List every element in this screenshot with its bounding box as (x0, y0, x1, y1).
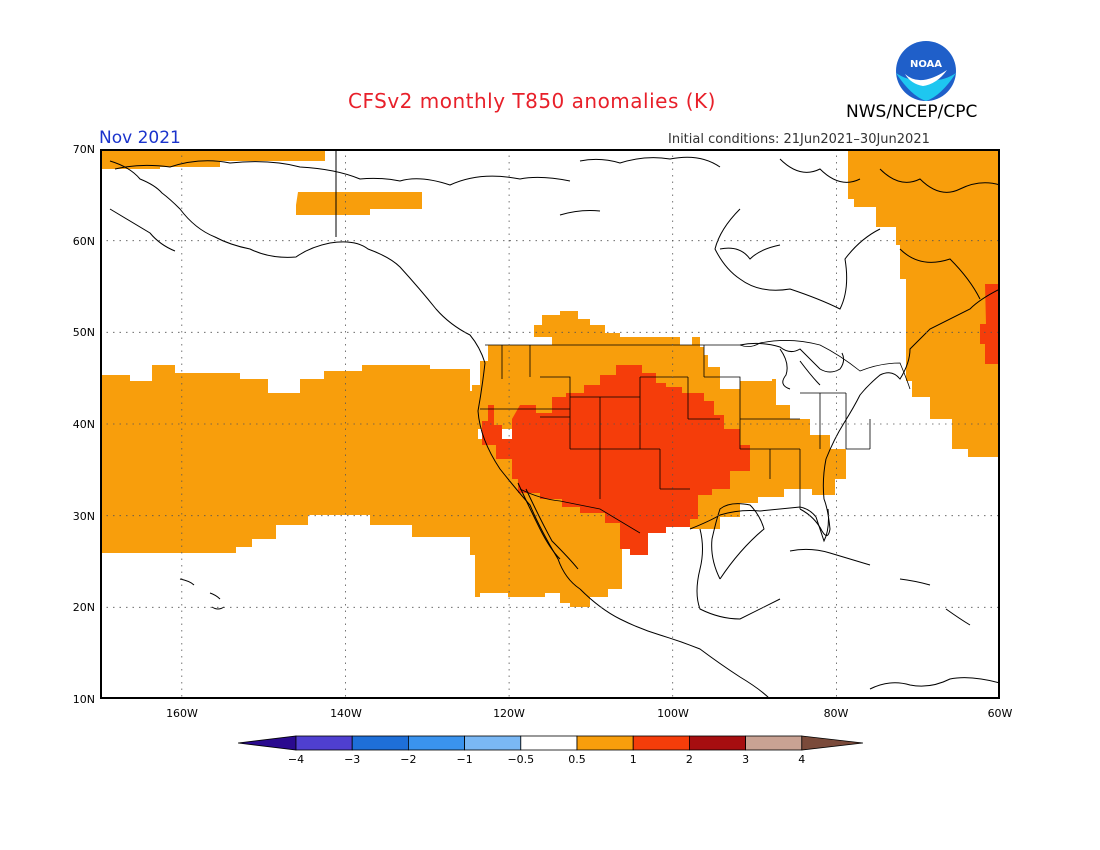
colorbar-segment (407, 735, 465, 751)
lon-label: 160W (166, 707, 198, 720)
colorbar-tick-label: 0.5 (568, 753, 586, 766)
lat-label: 70N (72, 143, 95, 156)
lat-label: 30N (72, 510, 95, 523)
lon-label: 100W (657, 707, 689, 720)
lon-label: 60W (987, 707, 1013, 720)
map-border (100, 149, 1000, 699)
colorbar-tick-label: −3 (344, 753, 361, 766)
coastlines (109, 150, 1000, 699)
lat-label: 40N (72, 418, 95, 431)
lon-label: 120W (493, 707, 525, 720)
colorbar-segment (295, 735, 353, 751)
colorbar-tick-label: 3 (742, 753, 750, 766)
anomaly-map (100, 149, 1000, 699)
graticule (100, 149, 1000, 699)
lon-label: 80W (823, 707, 849, 720)
colorbar-segment (520, 735, 578, 751)
noaa-logo: NOAA (896, 41, 956, 101)
colorbar-segment (464, 735, 522, 751)
agency-label: NWS/NCEP/CPC (846, 102, 978, 122)
colorbar-segment (238, 735, 297, 751)
colorbar-segment (351, 735, 409, 751)
colorbar (238, 735, 863, 751)
colorbar-tick-label: 1 (629, 753, 637, 766)
lat-label: 20N (72, 601, 95, 614)
colorbar-tick-label: −0.5 (507, 753, 535, 766)
colorbar-tick-label: −1 (456, 753, 473, 766)
colorbar-segment (576, 735, 634, 751)
colorbar-segment (745, 735, 803, 751)
colorbar-tick-label: −4 (287, 753, 305, 766)
colorbar-tick-label: −2 (400, 753, 417, 766)
plot-title: CFSv2 monthly T850 anomalies (K) (348, 89, 716, 113)
anomaly-region-1-2 (482, 284, 1000, 555)
lat-label: 60N (72, 235, 95, 248)
lon-label: 140W (330, 707, 362, 720)
lat-label: 50N (72, 326, 95, 339)
colorbar-segment (688, 735, 746, 751)
initial-conditions-label: Initial conditions: 21Jun2021–30Jun2021 (668, 132, 930, 147)
lat-label: 10N (72, 693, 95, 706)
valid-month-label: Nov 2021 (99, 128, 181, 148)
political-borders (480, 340, 911, 534)
colorbar-segment (632, 735, 690, 751)
noaa-logo-text: NOAA (910, 59, 942, 70)
colorbar-tick-label: 2 (685, 753, 693, 766)
colorbar-tick-label: 4 (798, 753, 806, 766)
colorbar-segment (801, 735, 863, 751)
